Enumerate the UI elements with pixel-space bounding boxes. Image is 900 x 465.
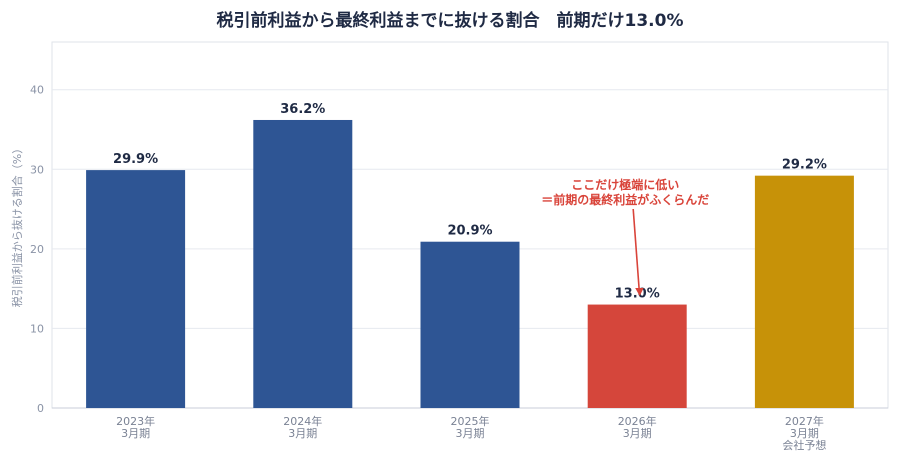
data-label: 36.2%: [280, 102, 325, 117]
x-tick-label: 3月期: [790, 427, 819, 440]
data-label: 20.9%: [447, 224, 492, 239]
x-tick-label: 2024年: [283, 414, 322, 428]
x-tick-label: 3月期: [121, 427, 150, 440]
data-label: 13.0%: [615, 287, 660, 302]
bar: [754, 175, 854, 408]
x-tick-label: 2027年: [785, 414, 824, 428]
x-tick-label: 会社予想: [782, 438, 826, 452]
bar: [253, 119, 353, 409]
x-tick-label: 3月期: [623, 427, 652, 440]
x-tick-label: 3月期: [456, 427, 485, 440]
y-axis-label: 税引前利益から抜ける割合（%）: [10, 143, 24, 307]
bar: [86, 170, 186, 408]
y-tick-label: 0: [37, 402, 44, 415]
annotation-text: ここだけ極端に低い: [571, 177, 679, 192]
bar: [587, 304, 687, 408]
y-tick-label: 30: [30, 163, 44, 176]
y-tick-label: 10: [30, 322, 44, 335]
bar: [420, 241, 520, 408]
annotation-arrowhead: [635, 288, 644, 296]
x-tick-label: 2025年: [451, 414, 490, 428]
x-tick-label: 2026年: [618, 414, 657, 428]
data-label: 29.2%: [782, 158, 827, 173]
annotation-text: ＝前期の最終利益がふくらんだ: [541, 192, 709, 207]
x-tick-label: 2023年: [116, 414, 155, 428]
chart-title: 税引前利益から最終利益までに抜ける割合 前期だけ13.0%: [216, 11, 684, 31]
annotation-arrow: [632, 208, 640, 291]
y-tick-label: 20: [30, 243, 44, 256]
data-label: 29.9%: [113, 152, 158, 167]
x-tick-label: 3月期: [288, 427, 317, 440]
y-tick-label: 40: [30, 84, 44, 97]
